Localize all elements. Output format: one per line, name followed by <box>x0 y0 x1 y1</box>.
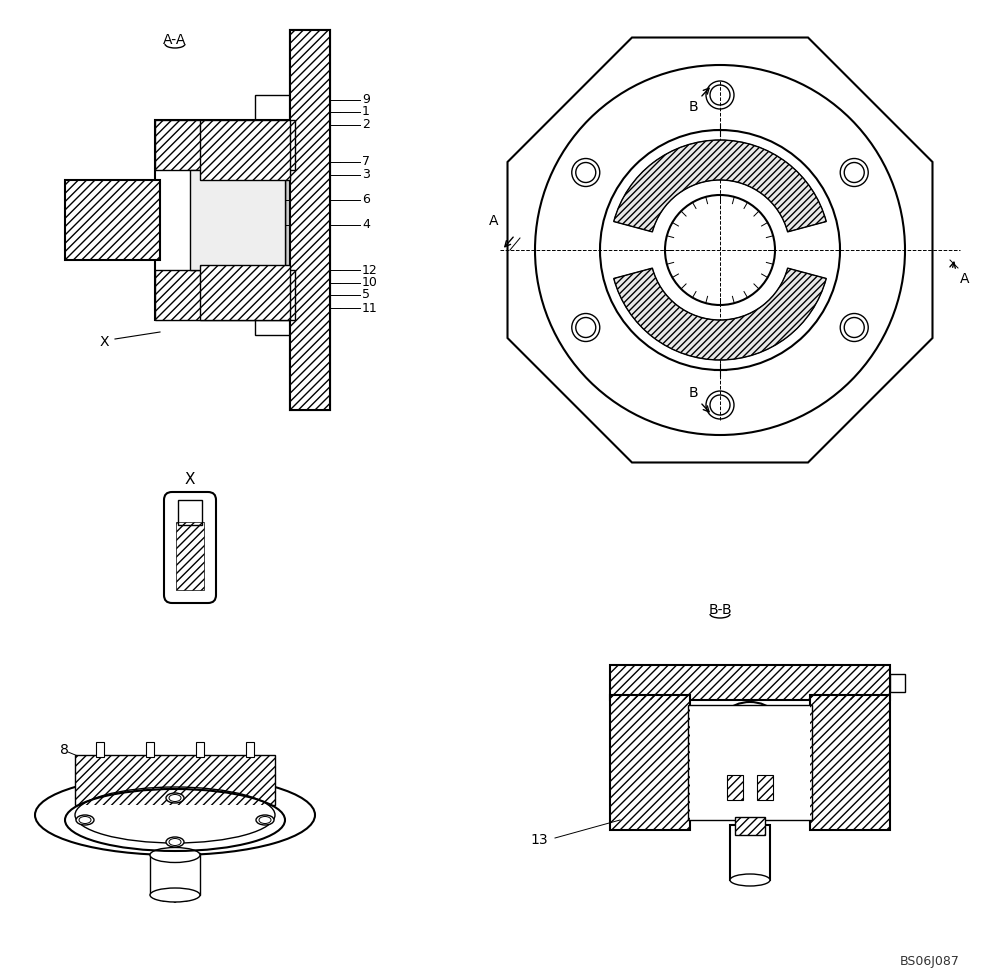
Text: 10: 10 <box>362 276 378 289</box>
Text: 3: 3 <box>362 169 370 181</box>
Text: 5: 5 <box>362 288 370 302</box>
Bar <box>146 742 154 757</box>
Bar <box>610 695 690 830</box>
Bar <box>890 674 905 692</box>
Circle shape <box>572 314 600 341</box>
Text: X: X <box>185 472 195 487</box>
Bar <box>610 665 890 700</box>
Bar <box>730 825 770 880</box>
Ellipse shape <box>150 888 200 902</box>
Circle shape <box>184 888 188 891</box>
Ellipse shape <box>76 815 94 825</box>
Text: 9: 9 <box>362 93 370 107</box>
Circle shape <box>706 81 734 109</box>
Wedge shape <box>614 140 826 232</box>
Text: 6: 6 <box>362 193 370 207</box>
Circle shape <box>154 897 157 900</box>
Text: A: A <box>960 272 970 286</box>
Bar <box>246 742 254 757</box>
Text: A: A <box>488 214 498 228</box>
Bar <box>688 705 812 820</box>
Bar <box>810 695 890 830</box>
Text: 1: 1 <box>362 106 370 119</box>
Text: 4: 4 <box>362 219 370 231</box>
Circle shape <box>193 897 196 900</box>
Bar <box>735 817 765 835</box>
Text: 13: 13 <box>530 833 548 847</box>
Ellipse shape <box>169 839 181 846</box>
Ellipse shape <box>169 795 181 802</box>
Bar <box>290 30 330 410</box>
Bar <box>727 775 743 800</box>
Circle shape <box>162 899 166 902</box>
Circle shape <box>706 391 734 419</box>
Wedge shape <box>614 269 826 360</box>
Ellipse shape <box>259 816 271 823</box>
Ellipse shape <box>730 874 770 886</box>
Text: X: X <box>100 335 110 349</box>
Text: 2: 2 <box>362 119 370 131</box>
Bar <box>196 742 204 757</box>
Bar <box>155 120 295 170</box>
Bar <box>810 695 890 830</box>
Ellipse shape <box>166 793 184 803</box>
Ellipse shape <box>256 815 274 825</box>
Ellipse shape <box>150 848 200 862</box>
Text: B: B <box>688 100 698 114</box>
Text: 12: 12 <box>362 264 378 276</box>
Circle shape <box>154 891 157 894</box>
Circle shape <box>193 891 196 894</box>
Ellipse shape <box>35 775 315 855</box>
Text: A-A: A-A <box>163 33 187 47</box>
FancyBboxPatch shape <box>164 492 216 603</box>
Bar <box>757 775 773 800</box>
Bar <box>610 665 890 700</box>
Bar <box>65 180 160 260</box>
Bar <box>610 695 690 830</box>
Bar <box>255 95 290 120</box>
Bar <box>75 755 275 805</box>
Bar <box>150 853 200 895</box>
Text: 8: 8 <box>60 743 69 757</box>
Bar <box>290 30 330 410</box>
Circle shape <box>174 888 176 891</box>
Circle shape <box>174 900 176 903</box>
Circle shape <box>840 159 868 186</box>
Bar <box>96 742 104 757</box>
Polygon shape <box>508 37 932 463</box>
Bar <box>75 755 275 805</box>
Bar <box>200 120 290 180</box>
Ellipse shape <box>79 816 91 823</box>
Circle shape <box>184 899 188 902</box>
Bar <box>285 130 295 310</box>
Circle shape <box>572 159 600 186</box>
Circle shape <box>162 888 166 891</box>
Circle shape <box>196 894 198 897</box>
Bar <box>155 120 295 320</box>
Bar <box>155 270 295 320</box>
Text: BS06J087: BS06J087 <box>900 955 960 968</box>
Text: 7: 7 <box>362 156 370 169</box>
Circle shape <box>840 314 868 341</box>
Bar <box>190 170 285 270</box>
Text: B: B <box>688 386 698 400</box>
Bar <box>730 825 770 880</box>
Bar <box>200 265 290 320</box>
Bar <box>255 315 290 335</box>
Text: 11: 11 <box>362 302 378 315</box>
Ellipse shape <box>75 787 275 843</box>
Bar <box>178 500 202 525</box>
Circle shape <box>152 894 154 897</box>
Text: B-B: B-B <box>708 603 732 617</box>
Ellipse shape <box>166 837 184 847</box>
